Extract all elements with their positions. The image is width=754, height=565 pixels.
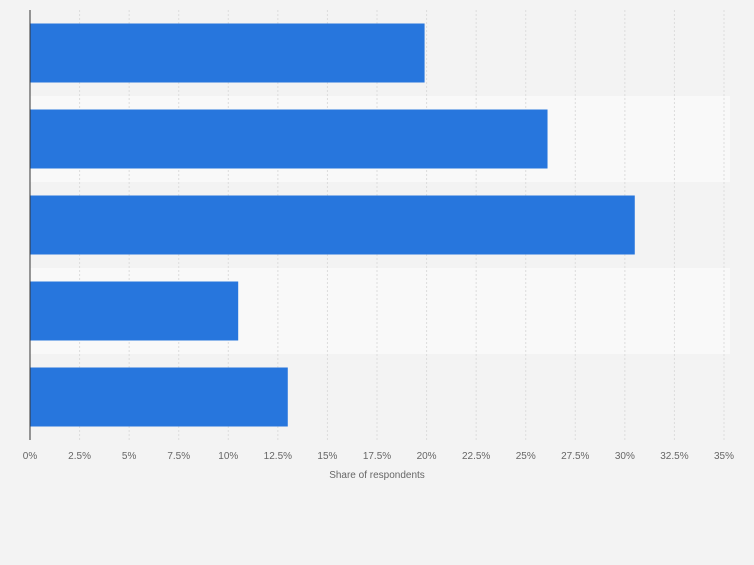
x-tick-label: 7.5% bbox=[167, 451, 190, 462]
bar bbox=[30, 195, 635, 255]
x-tick-label: 17.5% bbox=[363, 451, 391, 462]
bar bbox=[30, 367, 288, 427]
x-tick-label: 27.5% bbox=[561, 451, 589, 462]
x-tick-labels: 0% 2.5% 5% 7.5% 10% 12.5% 15% 17.5% 20% 22.5% 25% 2… bbox=[23, 451, 734, 462]
bars bbox=[30, 23, 635, 427]
x-tick-label: 0% bbox=[23, 451, 38, 462]
bar bbox=[30, 109, 548, 169]
x-tick-label: 2.5% bbox=[68, 451, 91, 462]
x-tick-label: 20% bbox=[417, 451, 437, 462]
x-tick-label: 10% bbox=[218, 451, 238, 462]
bar bbox=[30, 281, 239, 341]
bar bbox=[30, 23, 425, 83]
x-tick-label: 22.5% bbox=[462, 451, 490, 462]
x-tick-label: 25% bbox=[516, 451, 536, 462]
x-tick-label: 12.5% bbox=[264, 451, 292, 462]
x-tick-label: 5% bbox=[122, 451, 137, 462]
x-axis-label: Share of respondents bbox=[329, 470, 425, 481]
x-tick-label: 30% bbox=[615, 451, 635, 462]
x-tick-label: 32.5% bbox=[660, 451, 688, 462]
x-tick-label: 35% bbox=[714, 451, 734, 462]
x-tick-label: 15% bbox=[317, 451, 337, 462]
